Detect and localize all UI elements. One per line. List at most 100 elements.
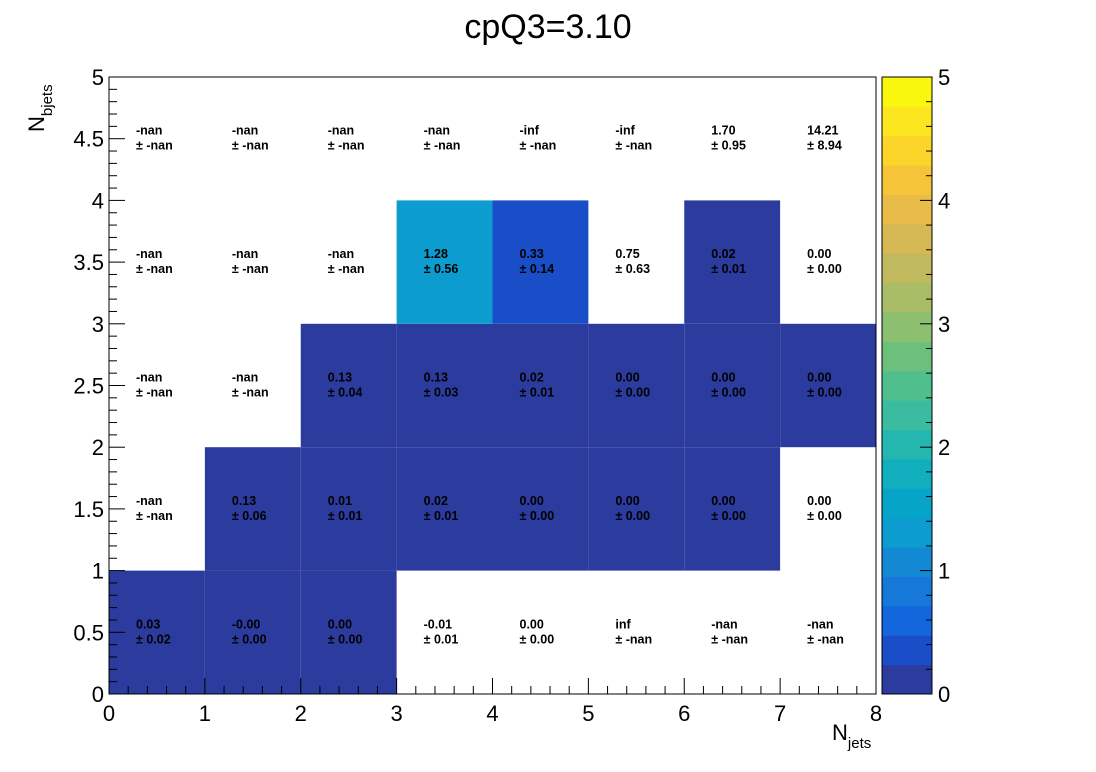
cell-value-label: -nan [424, 124, 450, 138]
x-tick-label: 6 [678, 701, 690, 726]
cell-value-label: -nan [232, 247, 258, 261]
cell-error-label: ± -nan [615, 632, 652, 646]
cell-error-label: ± 0.02 [136, 632, 171, 646]
cell-value-label: 0.00 [711, 371, 735, 385]
cell-value-label: 0.13 [424, 371, 448, 385]
cell-value-label: 0.03 [136, 617, 160, 631]
cell-error-label: ± 0.56 [424, 262, 459, 276]
cell-error-label: ± -nan [711, 632, 748, 646]
cell-value-label: 0.00 [807, 494, 831, 508]
cell-error-label: ± 0.00 [615, 509, 650, 523]
cell-error-label: ± 0.00 [520, 509, 555, 523]
cell-value-label: -0.01 [424, 617, 453, 631]
cell-value-label: -nan [328, 124, 354, 138]
cell-value-label: -nan [807, 617, 833, 631]
cell-error-label: ± 0.00 [328, 632, 363, 646]
cell-value-label: 1.70 [711, 124, 735, 138]
heatmap-cell [492, 323, 589, 448]
x-tick-label: 3 [391, 701, 403, 726]
heatmap-cell [204, 447, 301, 571]
cell-error-label: ± -nan [232, 139, 269, 153]
cell-value-label: 0.01 [328, 494, 352, 508]
cell-value-label: 14.21 [807, 124, 838, 138]
cell-value-label: 0.00 [807, 247, 831, 261]
cell-value-label: 0.02 [711, 247, 735, 261]
colorbar-band [882, 106, 932, 137]
colorbar-band [882, 429, 932, 460]
y-tick-label: 2.5 [73, 374, 104, 399]
cell-value-label: -inf [520, 124, 540, 138]
cell-value-label: -nan [232, 371, 258, 385]
cell-value-label: 0.02 [520, 371, 544, 385]
cell-value-label: 0.13 [232, 494, 256, 508]
y-tick-label: 1 [92, 559, 104, 584]
chart-title: cpQ3=3.10 [464, 8, 631, 46]
colorbar-tick-label: 3 [938, 312, 950, 337]
x-tick-label: 5 [582, 701, 594, 726]
colorbar-band [882, 400, 932, 431]
colorbar-band [882, 664, 932, 695]
x-tick-label: 2 [295, 701, 307, 726]
cell-value-label: -nan [136, 494, 162, 508]
colorbar-tick-label: 4 [938, 188, 950, 213]
x-tick-label: 7 [774, 701, 786, 726]
cell-error-label: ± -nan [424, 139, 461, 153]
cell-error-label: ± 0.00 [807, 262, 842, 276]
colorbar-band [882, 135, 932, 166]
colorbar-band [882, 253, 932, 284]
heatmap-cell [300, 570, 397, 694]
colorbar-band [882, 488, 932, 519]
cell-error-label: ± 0.14 [520, 262, 555, 276]
y-tick-label: 3.5 [73, 250, 104, 275]
colorbar-band [882, 194, 932, 225]
y-tick-label: 0 [92, 682, 104, 707]
cell-error-label: ± -nan [520, 139, 557, 153]
colorbar-band [882, 547, 932, 577]
colorbar-band [882, 312, 932, 342]
y-tick-label: 1.5 [73, 497, 104, 522]
cell-value-label: -nan [232, 124, 258, 138]
cell-value-label: 1.28 [424, 247, 448, 261]
cell-error-label: ± 0.06 [232, 509, 267, 523]
cell-value-label: -nan [328, 247, 354, 261]
cell-error-label: ± -nan [232, 262, 269, 276]
x-tick-label: 4 [486, 701, 498, 726]
colorbar-frame [881, 76, 933, 695]
cell-value-label: -nan [136, 371, 162, 385]
cell-error-label: ± 0.00 [807, 386, 842, 400]
cell-error-label: ± 0.01 [711, 262, 746, 276]
colorbar-band [882, 458, 932, 489]
heatmap-cell [396, 200, 493, 324]
cell-value-label: 0.13 [328, 371, 352, 385]
color-scale-bar: 0 1 2 3 4 5 [881, 65, 950, 707]
cell-value-label: 0.00 [520, 494, 544, 508]
cell-value-label: 0.00 [615, 494, 639, 508]
y-axis-title-main: N [24, 116, 49, 132]
colorbar-band [882, 223, 932, 254]
cell-value-label: 0.00 [615, 371, 639, 385]
y-tick-label: 3 [92, 312, 104, 337]
cell-error-label: ± -nan [232, 386, 269, 400]
heatmap-cell [396, 323, 493, 448]
cell-value-label: -nan [136, 124, 162, 138]
cell-error-label: ± 0.95 [711, 139, 746, 153]
colorbar-tick-label: 1 [938, 559, 950, 584]
cell-error-label: ± 0.03 [424, 386, 459, 400]
cell-error-label: ± 0.00 [615, 386, 650, 400]
axis-tick-layer: 0 1 2 3 4 5 6 7 8 0 0.5 1 1.5 2 2.5 3 3.5 4 4.5 5 [73, 65, 882, 726]
cell-value-label: 0.75 [615, 247, 639, 261]
cell-layer [109, 200, 876, 694]
y-tick-label: 2 [92, 435, 104, 460]
heatmap-cell [684, 447, 781, 571]
x-tick-label: 0 [103, 701, 115, 726]
colorbar-band [882, 576, 932, 607]
x-tick-label: 1 [199, 701, 211, 726]
cell-error-label: ± 0.00 [711, 386, 746, 400]
colorbar-tick-label: 0 [938, 682, 950, 707]
heatmap-cell [492, 200, 589, 324]
cell-value-label: 0.00 [807, 371, 831, 385]
cell-error-label: ± -nan [136, 139, 173, 153]
colorbar-band [882, 77, 932, 107]
cell-error-label: ± -nan [136, 509, 173, 523]
